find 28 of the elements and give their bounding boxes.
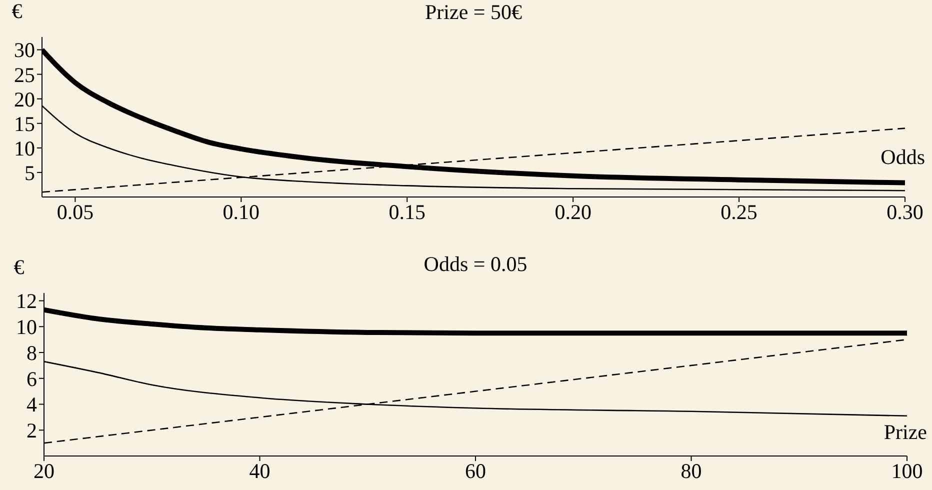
y-tick-label: 4: [26, 392, 38, 417]
x-tick-label: 0.10: [222, 200, 260, 224]
x-tick-label: 80: [680, 458, 702, 483]
y-tick-label: 30: [14, 38, 35, 62]
y-tick-label: 25: [14, 62, 35, 87]
y-tick-label: 10: [14, 136, 35, 160]
y-tick-label: 2: [26, 418, 37, 443]
x-tick-label: 0.25: [720, 200, 758, 224]
x-tick-label: 0.20: [554, 200, 592, 224]
y-axis-title: €: [10, 0, 24, 24]
chart-title: Prize = 50€: [424, 0, 523, 25]
x-axis-title: Odds: [880, 145, 925, 170]
x-tick-label: 40: [249, 458, 270, 483]
y-tick-label: 20: [14, 87, 35, 112]
chart-title: Odds = 0.05: [422, 252, 528, 277]
y-axis-title: €: [12, 255, 26, 280]
y-tick-label: 8: [26, 340, 37, 365]
y-tick-label: 10: [16, 315, 37, 340]
y-tick-label: 5: [24, 160, 35, 185]
x-tick-label: 0.30: [886, 200, 924, 224]
y-tick-label: 6: [26, 366, 37, 391]
x-tick-label: 60: [465, 458, 486, 483]
x-tick-label: 100: [891, 458, 923, 483]
x-axis-title: Prize: [884, 420, 927, 445]
x-tick-label: 0.05: [56, 200, 94, 224]
x-tick-label: 0.15: [388, 200, 426, 224]
y-tick-label: 15: [14, 112, 35, 136]
y-tick-label: 12: [16, 289, 37, 314]
